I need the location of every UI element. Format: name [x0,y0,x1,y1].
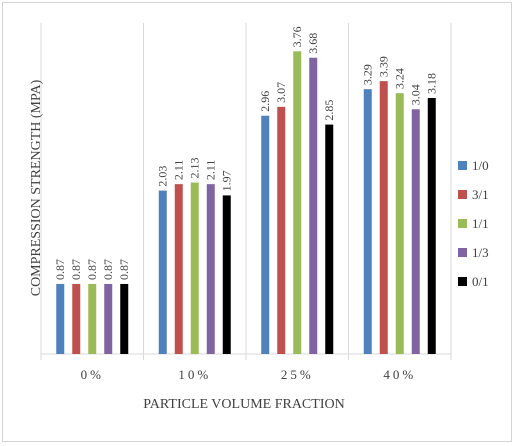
data-label: 1.97 [220,170,234,191]
legend-label: 1/1 [472,215,489,231]
legend-item: 1/0 [458,151,489,180]
bar [395,93,404,355]
legend-item: 0/1 [458,267,489,296]
legend-swatch [458,248,467,257]
x-axis-title: PARTICLE VOLUME FRACTION [143,397,344,412]
x-tick-label: 0% [81,367,104,382]
y-axis-title: COMPRESSION STRENGTH (MPA) [29,79,44,296]
bar [190,182,199,354]
chart-frame: 0.87 0.87 0.87 0.87 0.87 2.03 2.11 2.13 2.11 1.97… [2,2,512,442]
data-label: 2.13 [188,158,202,179]
data-label: 3.24 [393,68,407,89]
data-label: 3.07 [274,82,288,103]
legend-label: 1/3 [472,244,489,260]
legend-swatch [458,277,467,286]
bar [363,89,372,354]
legend-label: 3/1 [472,186,489,202]
bar [88,283,97,354]
chart-svg: 0.87 0.87 0.87 0.87 0.872.03 2.11 2.13 2.111.97… [29,23,452,412]
bar [325,124,334,354]
bar [72,283,81,354]
legend-item: 1/3 [458,238,489,267]
legend-item: 1/1 [458,209,489,238]
bar [120,283,129,354]
bar [174,184,183,354]
legend-swatch [458,190,467,199]
bar [261,115,270,354]
bar [158,190,167,354]
legend-swatch [458,161,467,170]
data-label: 3.04 [409,84,423,105]
bar [309,57,318,354]
bar [411,109,420,354]
data-label: 3.68 [306,33,320,54]
bar [379,81,388,354]
data-label: 2.11 [204,160,218,181]
data-label: 3.29 [361,64,375,85]
x-tick-label: 40% [383,367,416,382]
x-tick-label: 10% [178,367,211,382]
data-label: 0.87 [53,259,67,280]
data-label: 0.87 [117,259,131,280]
tick-labels-layer: 0% 10% 25% 40% [81,367,416,382]
data-label: 3.39 [377,56,391,77]
legend-label: 1/0 [472,157,489,173]
data-label: 0.87 [69,259,83,280]
data-label: 2.11 [172,160,186,181]
bars-layer [56,51,436,355]
bar [222,195,231,354]
legend: 1/0 3/1 1/1 1/3 0/1 [458,151,489,296]
legend-label: 0/1 [472,273,489,289]
data-label: 0.87 [85,259,99,280]
bar [427,98,436,354]
bar [104,283,113,354]
data-labels-layer: 0.87 0.87 0.87 0.87 0.872.03 2.11 2.13 2.111.97… [53,26,439,280]
bar [277,106,286,355]
bar [293,51,302,354]
data-label: 2.03 [156,166,170,187]
data-label: 3.76 [290,26,304,47]
data-label: 2.96 [258,91,272,112]
legend-item: 3/1 [458,180,489,209]
legend-swatch [458,219,467,228]
bar [56,283,65,354]
data-label: 2.85 [322,100,336,121]
bar [206,184,215,354]
data-label: 0.87 [101,259,115,280]
x-tick-label: 25% [281,367,314,382]
data-label: 3.18 [425,73,439,94]
